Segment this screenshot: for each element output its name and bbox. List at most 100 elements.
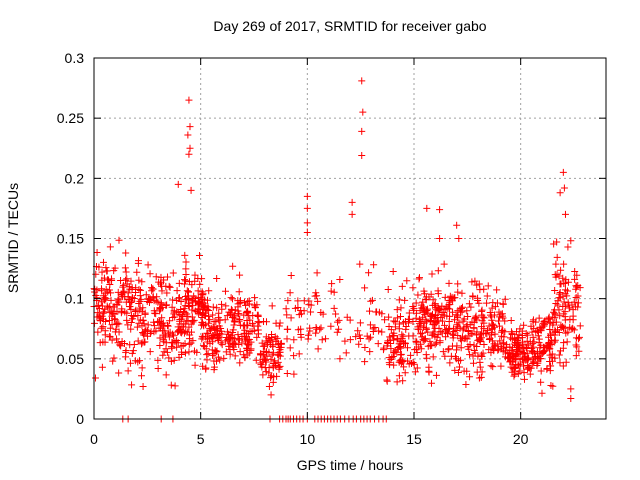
data-point bbox=[485, 322, 493, 330]
data-point bbox=[421, 310, 429, 318]
data-point bbox=[419, 335, 427, 343]
data-point bbox=[441, 352, 449, 360]
data-point bbox=[290, 352, 298, 360]
data-point bbox=[154, 356, 162, 364]
y-tick-label: 0.1 bbox=[65, 291, 85, 307]
data-point bbox=[254, 322, 262, 330]
data-point bbox=[169, 269, 177, 277]
data-point bbox=[223, 328, 231, 336]
data-point bbox=[235, 336, 243, 344]
data-point bbox=[101, 296, 109, 304]
data-point bbox=[330, 304, 338, 312]
data-point bbox=[239, 322, 247, 330]
data-point bbox=[290, 370, 298, 378]
data-point bbox=[230, 321, 238, 329]
data-point bbox=[509, 357, 517, 365]
data-point bbox=[187, 186, 195, 194]
data-point bbox=[154, 364, 162, 372]
data-point bbox=[491, 330, 499, 338]
data-point bbox=[253, 333, 261, 341]
data-point bbox=[409, 332, 417, 340]
data-point bbox=[545, 333, 553, 341]
data-point bbox=[140, 320, 148, 328]
data-point bbox=[221, 287, 229, 295]
data-point bbox=[499, 312, 507, 320]
data-point bbox=[282, 305, 290, 313]
data-point bbox=[181, 251, 189, 259]
data-point bbox=[397, 344, 405, 352]
data-point bbox=[248, 320, 256, 328]
data-point bbox=[478, 334, 486, 342]
data-point bbox=[460, 367, 468, 375]
data-point bbox=[220, 354, 228, 362]
data-point bbox=[262, 368, 270, 376]
data-point bbox=[230, 339, 238, 347]
data-point bbox=[174, 328, 182, 336]
data-point bbox=[206, 340, 214, 348]
data-point bbox=[366, 321, 374, 329]
data-point bbox=[159, 336, 167, 344]
data-point bbox=[255, 319, 263, 327]
data-point bbox=[457, 356, 465, 364]
data-point bbox=[454, 288, 462, 296]
data-point bbox=[251, 294, 259, 302]
y-tick-label: 0.05 bbox=[57, 351, 84, 367]
data-point bbox=[166, 283, 174, 291]
data-point bbox=[493, 286, 501, 294]
data-point bbox=[158, 287, 166, 295]
data-point bbox=[529, 333, 537, 341]
data-point bbox=[556, 280, 564, 288]
data-point bbox=[163, 348, 171, 356]
data-point bbox=[312, 329, 320, 337]
data-point bbox=[205, 319, 213, 327]
data-point bbox=[271, 333, 279, 341]
data-point bbox=[369, 325, 377, 333]
data-point bbox=[567, 385, 575, 393]
data-point bbox=[366, 348, 374, 356]
data-point bbox=[479, 329, 487, 337]
data-point bbox=[346, 316, 354, 324]
data-point bbox=[306, 327, 314, 335]
data-point bbox=[236, 359, 244, 367]
data-point bbox=[575, 347, 583, 355]
data-point bbox=[126, 359, 134, 367]
data-point bbox=[152, 327, 160, 335]
data-point bbox=[144, 321, 152, 329]
data-point bbox=[169, 339, 177, 347]
data-point bbox=[559, 303, 567, 311]
data-point bbox=[128, 284, 136, 292]
data-point bbox=[160, 322, 168, 330]
data-point bbox=[383, 338, 391, 346]
data-point bbox=[142, 291, 150, 299]
data-point bbox=[149, 285, 157, 293]
data-point bbox=[559, 168, 567, 176]
data-point bbox=[366, 307, 374, 315]
data-point bbox=[469, 292, 477, 300]
data-point bbox=[446, 292, 454, 300]
data-point bbox=[152, 273, 160, 281]
data-point bbox=[476, 338, 484, 346]
data-point bbox=[96, 317, 104, 325]
data-point bbox=[114, 296, 122, 304]
data-point bbox=[119, 281, 127, 289]
data-point bbox=[107, 296, 115, 304]
data-point bbox=[196, 280, 204, 288]
data-point bbox=[187, 339, 195, 347]
data-point bbox=[160, 276, 168, 284]
data-point bbox=[395, 372, 403, 380]
data-point bbox=[460, 315, 468, 323]
data-point bbox=[182, 320, 190, 328]
data-point bbox=[206, 316, 214, 324]
data-point bbox=[488, 325, 496, 333]
data-point bbox=[520, 321, 528, 329]
data-point bbox=[97, 324, 105, 332]
data-point bbox=[564, 328, 572, 336]
data-point bbox=[403, 277, 411, 285]
data-point bbox=[386, 361, 394, 369]
data-point bbox=[268, 351, 276, 359]
data-point bbox=[109, 303, 117, 311]
data-point bbox=[283, 369, 291, 377]
data-point bbox=[109, 357, 117, 365]
data-point bbox=[267, 374, 275, 382]
data-point bbox=[185, 296, 193, 304]
